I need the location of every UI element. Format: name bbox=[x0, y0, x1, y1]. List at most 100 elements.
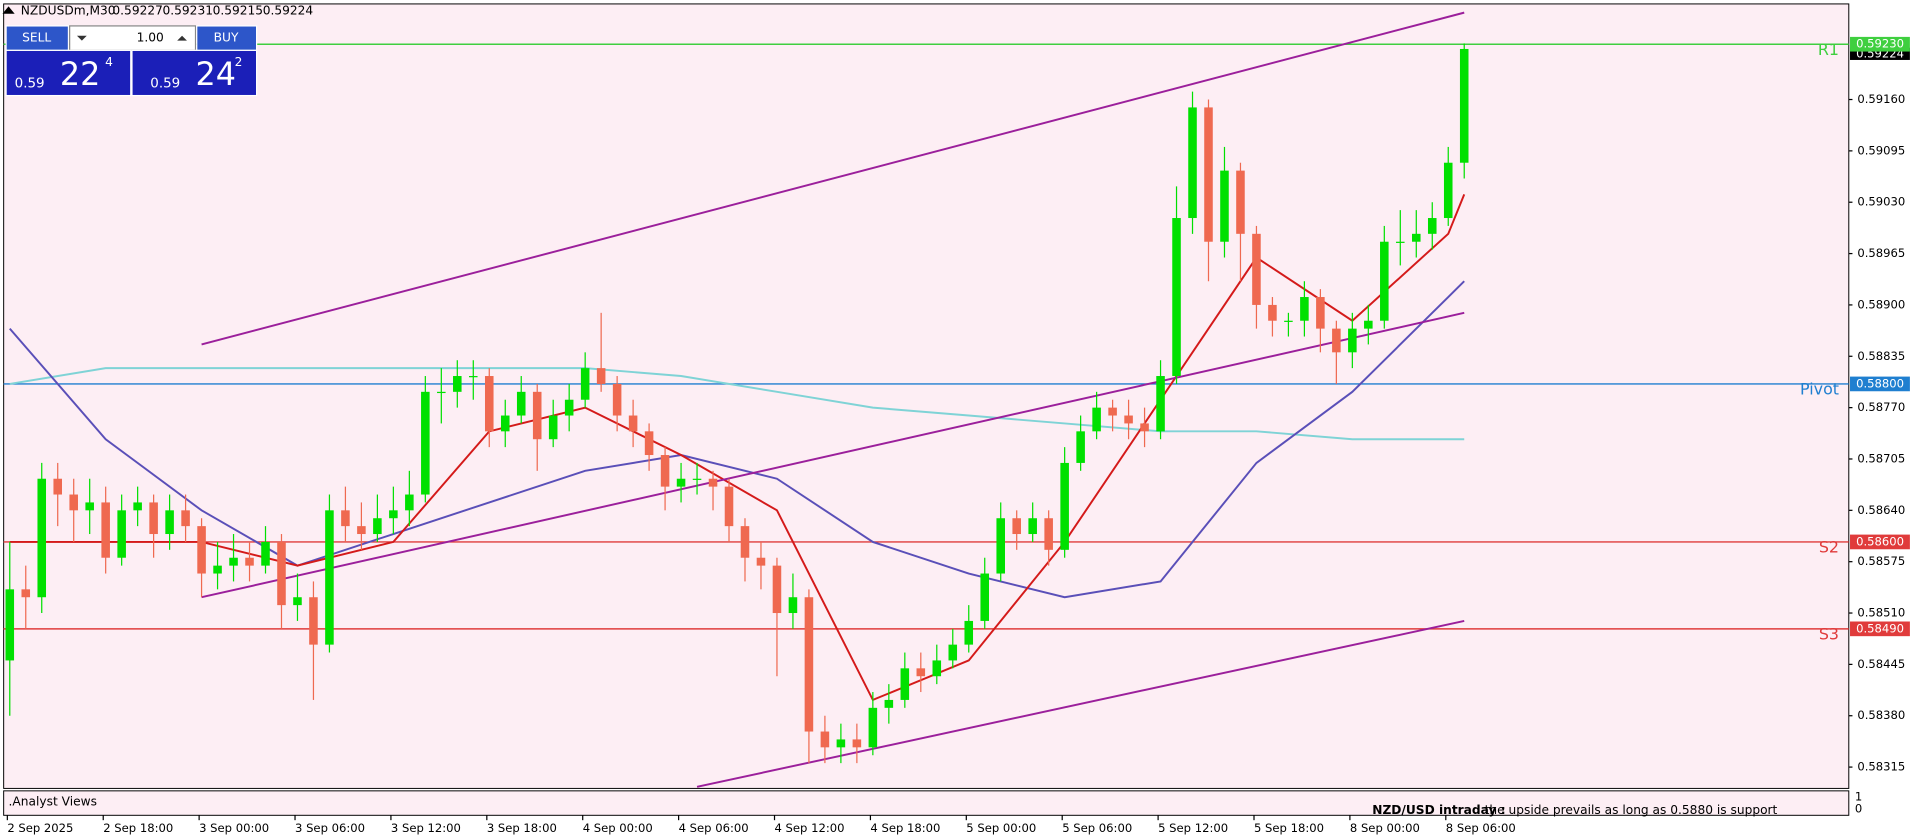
candle-body bbox=[1332, 328, 1341, 353]
candle-body bbox=[149, 502, 158, 535]
candle-body bbox=[53, 478, 63, 495]
ask-box[interactable] bbox=[131, 49, 258, 97]
candle-body bbox=[1380, 241, 1389, 321]
candle-body bbox=[213, 565, 222, 574]
level-badge bbox=[1850, 621, 1910, 637]
candle-body bbox=[980, 573, 990, 621]
ask-small: 2 bbox=[235, 55, 243, 69]
x-tick-label: 5 Sep 18:00 bbox=[1254, 821, 1324, 835]
candle-body bbox=[181, 510, 190, 527]
candle-body bbox=[117, 510, 126, 558]
x-tick-label: 4 Sep 00:00 bbox=[583, 821, 653, 835]
plot-layer: R1 Pivot S2 S3 bbox=[3, 11, 1849, 788]
candle-body bbox=[1092, 407, 1101, 432]
candle-body bbox=[101, 502, 110, 558]
ohlc-low: 0.59215 bbox=[213, 4, 263, 18]
candle-body bbox=[724, 486, 734, 527]
one-click-panel: SELL 1.00 BUY 0.59 22 4 0.59 24 2 bbox=[5, 25, 258, 97]
volume-box[interactable] bbox=[69, 25, 197, 51]
x-tick-label: 4 Sep 18:00 bbox=[870, 821, 940, 835]
y-tick-label: 0.58835 bbox=[1857, 349, 1905, 363]
candle-body bbox=[772, 565, 782, 614]
candle-body bbox=[1396, 241, 1405, 243]
level-badge bbox=[1850, 36, 1910, 52]
moving-average bbox=[9, 367, 1465, 441]
x-tick-label: 3 Sep 12:00 bbox=[391, 821, 461, 835]
candle-body bbox=[197, 526, 206, 574]
ohlc-high: 0.59231 bbox=[163, 4, 213, 18]
plot-area bbox=[3, 3, 1850, 789]
ask-big: 0.59 bbox=[150, 76, 180, 91]
level-name: Pivot bbox=[1800, 380, 1839, 399]
candle-body bbox=[1124, 415, 1133, 424]
y-tick-label: 0.58380 bbox=[1857, 708, 1905, 722]
candle-body bbox=[437, 391, 446, 394]
candle-body bbox=[756, 557, 766, 566]
symbol: NZDUSDm,M30 bbox=[21, 4, 116, 18]
collapse-icon[interactable] bbox=[2, 6, 15, 14]
y-tick-label: 0.58770 bbox=[1857, 400, 1905, 414]
x-tick-label: 3 Sep 06:00 bbox=[295, 821, 365, 835]
y-tick-label: 0.58445 bbox=[1857, 657, 1905, 671]
volume-up[interactable] bbox=[177, 35, 187, 41]
candle-body bbox=[1316, 297, 1325, 329]
y-tick-label: 0.58965 bbox=[1857, 246, 1905, 260]
candle-body bbox=[532, 391, 542, 440]
trendline bbox=[201, 311, 1465, 599]
candle-body bbox=[820, 731, 830, 748]
candle-body bbox=[1284, 320, 1293, 322]
x-tick-label: 5 Sep 00:00 bbox=[966, 821, 1036, 835]
candle-body bbox=[1156, 376, 1165, 432]
candle-body bbox=[804, 597, 814, 732]
candle-body bbox=[165, 510, 174, 535]
y-tick-label: 0.58575 bbox=[1857, 554, 1905, 568]
candle-body bbox=[37, 478, 47, 598]
candle-body bbox=[580, 368, 590, 400]
bid-small: 4 bbox=[105, 55, 113, 69]
candle-body bbox=[1459, 48, 1469, 163]
level-value-label: 0.58600 bbox=[1856, 534, 1904, 548]
candle-body bbox=[708, 478, 718, 487]
x-tick-label: 3 Sep 18:00 bbox=[487, 821, 557, 835]
candle-body bbox=[453, 376, 462, 392]
candle-body bbox=[484, 376, 494, 432]
candle-body bbox=[1140, 423, 1149, 432]
x-tick-label: 5 Sep 12:00 bbox=[1158, 821, 1228, 835]
candle-body bbox=[596, 368, 606, 384]
level-badge bbox=[1850, 534, 1910, 550]
candle-body bbox=[469, 376, 478, 378]
sell-button[interactable] bbox=[5, 25, 70, 51]
subwindow-axis-top: 1 bbox=[1855, 789, 1862, 803]
candle-body bbox=[1220, 170, 1229, 242]
bid-box[interactable] bbox=[5, 49, 132, 97]
candle-body bbox=[900, 668, 910, 700]
candle-body bbox=[500, 415, 510, 432]
candle-body bbox=[1188, 107, 1197, 219]
candle-body bbox=[1236, 170, 1245, 234]
x-tick-label: 2 Sep 2025 bbox=[7, 821, 73, 835]
ohlc-open: 0.59227 bbox=[112, 4, 162, 18]
candle-body bbox=[341, 510, 350, 527]
candle-body bbox=[69, 494, 78, 511]
bid-main: 22 bbox=[60, 57, 100, 93]
candle-body bbox=[548, 415, 558, 440]
y-tick-label: 0.59095 bbox=[1857, 143, 1905, 157]
candle-body bbox=[1204, 107, 1213, 242]
sell-label: SELL bbox=[22, 31, 51, 45]
candle-body bbox=[1044, 518, 1053, 550]
x-tick-label: 5 Sep 06:00 bbox=[1062, 821, 1132, 835]
candle-body bbox=[948, 644, 958, 661]
candle-body bbox=[868, 707, 878, 748]
note-title: NZD/USD intraday : bbox=[1372, 803, 1505, 817]
volume-down[interactable] bbox=[76, 35, 87, 41]
candle-body bbox=[1012, 518, 1021, 535]
candle-body bbox=[373, 518, 382, 535]
candle-body bbox=[660, 455, 670, 487]
candle-body bbox=[644, 431, 654, 456]
y-tick-label: 0.58900 bbox=[1857, 297, 1905, 311]
x-tick-label: 4 Sep 12:00 bbox=[775, 821, 845, 835]
y-tick-label: 0.58315 bbox=[1857, 760, 1905, 774]
candle-body bbox=[245, 557, 254, 566]
